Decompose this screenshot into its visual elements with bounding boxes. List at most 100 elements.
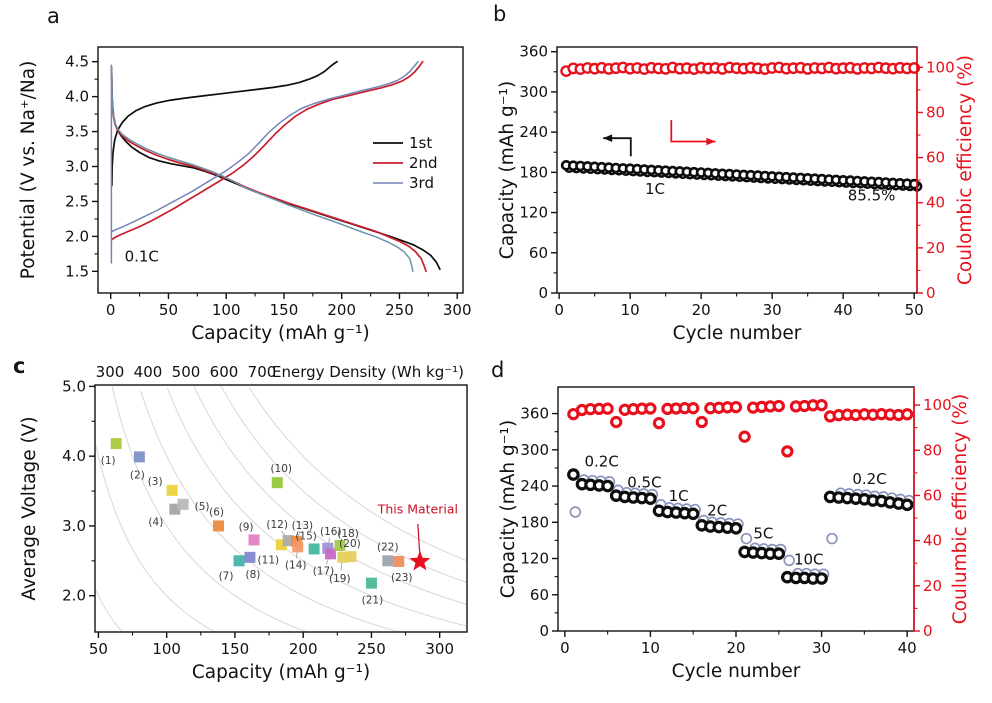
series-coulombic-efficiency bbox=[560, 61, 921, 78]
energy-density-contours bbox=[95, 384, 467, 633]
axis-ticks-and-labels: 0 10 20 30 40 0 60 120 180 240 300 360 0 20 40 60 80 100 bbox=[520, 387, 952, 657]
svg-text:0: 0 bbox=[926, 284, 936, 302]
svg-text:300: 300 bbox=[425, 640, 454, 658]
svg-text:3.5: 3.5 bbox=[65, 123, 89, 141]
panel-label-b: b bbox=[493, 2, 507, 26]
svg-text:30: 30 bbox=[763, 301, 782, 319]
svg-text:3.0: 3.0 bbox=[62, 517, 86, 535]
svg-text:0: 0 bbox=[554, 301, 564, 319]
svg-text:(18): (18) bbox=[337, 528, 359, 540]
svg-text:1st: 1st bbox=[409, 134, 432, 152]
svg-text:400: 400 bbox=[134, 363, 163, 381]
annotation: 0.2C bbox=[852, 470, 886, 488]
svg-text:0: 0 bbox=[538, 284, 548, 302]
svg-text:300: 300 bbox=[443, 301, 472, 319]
svg-text:Energy Density (Wh kg⁻¹): Energy Density (Wh kg⁻¹) bbox=[272, 363, 464, 381]
this-material-star bbox=[409, 550, 431, 571]
svg-text:(5): (5) bbox=[195, 501, 210, 513]
legend: 1st 2nd 3rd bbox=[373, 134, 438, 192]
axis-ticks-and-labels: 0 50 100 150 200 250 300 1.5 2.0 2.5 3.0 3.5 4.0 4.5 bbox=[65, 53, 471, 319]
svg-text:40: 40 bbox=[834, 301, 853, 319]
svg-text:60: 60 bbox=[530, 586, 549, 604]
svg-text:20: 20 bbox=[923, 577, 942, 595]
svg-text:(14): (14) bbox=[285, 559, 307, 571]
svg-text:(20): (20) bbox=[339, 538, 361, 550]
svg-text:300: 300 bbox=[96, 363, 125, 381]
svg-text:20: 20 bbox=[926, 239, 945, 257]
svg-text:200: 200 bbox=[327, 301, 356, 319]
svg-text:100: 100 bbox=[923, 396, 952, 414]
x-axis-title: Capacity (mAh g⁻¹) bbox=[191, 323, 369, 344]
svg-text:120: 120 bbox=[519, 204, 548, 222]
annotation: 5C bbox=[753, 525, 773, 543]
svg-text:4.0: 4.0 bbox=[62, 447, 86, 465]
svg-text:(19): (19) bbox=[329, 573, 351, 585]
svg-text:500: 500 bbox=[172, 363, 201, 381]
y-axis-title: Potential (V vs. Na⁺/Na) bbox=[18, 61, 39, 280]
svg-text:20: 20 bbox=[726, 639, 745, 657]
svg-text:(3): (3) bbox=[148, 476, 163, 488]
series-discharge-capacity bbox=[567, 468, 914, 585]
series-charge-3rd bbox=[110, 60, 419, 233]
annotation: 85.5% bbox=[848, 186, 896, 204]
svg-text:150: 150 bbox=[270, 301, 299, 319]
svg-text:20: 20 bbox=[692, 301, 711, 319]
series-coulombic-efficiency bbox=[567, 398, 914, 458]
svg-text:250: 250 bbox=[357, 640, 386, 658]
svg-text:0: 0 bbox=[539, 622, 549, 640]
y-axis-title: Capacity (mAh g⁻¹) bbox=[498, 420, 519, 598]
annotation: 1C bbox=[669, 487, 689, 505]
svg-text:2.0: 2.0 bbox=[65, 227, 89, 245]
svg-text:0: 0 bbox=[560, 639, 570, 657]
svg-text:40: 40 bbox=[926, 194, 945, 212]
svg-text:0: 0 bbox=[923, 622, 933, 640]
axes-frame bbox=[94, 384, 468, 633]
svg-text:100: 100 bbox=[212, 301, 241, 319]
svg-text:(4): (4) bbox=[148, 517, 163, 529]
svg-text:300: 300 bbox=[520, 441, 549, 459]
svg-text:(16): (16) bbox=[320, 526, 342, 538]
svg-text:2nd: 2nd bbox=[409, 154, 438, 172]
svg-text:250: 250 bbox=[385, 301, 414, 319]
annotation: 10C bbox=[794, 551, 824, 569]
annotation: 0.5C bbox=[627, 473, 661, 491]
panel-label-c: c bbox=[13, 354, 26, 378]
y-axis-title: Capacity (mAh g⁻¹) bbox=[497, 81, 518, 259]
svg-text:(7): (7) bbox=[219, 570, 234, 582]
x-axis-title: Cycle number bbox=[673, 323, 802, 344]
svg-text:40: 40 bbox=[923, 532, 942, 550]
svg-text:60: 60 bbox=[529, 244, 548, 262]
panel-b: 0 10 20 30 40 5006012018024030036002040608010… bbox=[497, 43, 976, 344]
series-discharge-1st bbox=[110, 66, 441, 271]
svg-text:(1): (1) bbox=[101, 455, 116, 467]
svg-text:50: 50 bbox=[905, 301, 924, 319]
svg-text:(15): (15) bbox=[295, 530, 317, 542]
svg-text:100: 100 bbox=[926, 58, 955, 76]
panel-label-a: a bbox=[47, 4, 60, 28]
svg-text:200: 200 bbox=[289, 640, 318, 658]
svg-text:(12): (12) bbox=[266, 519, 288, 531]
svg-text:120: 120 bbox=[520, 550, 549, 568]
svg-text:(10): (10) bbox=[270, 463, 292, 475]
panel-d: 0 10 20 30 40060120180240300360020406080100C… bbox=[498, 386, 971, 682]
series-literature-materials: (1) (2)(3) (4) (5) (6) (7) (8) (9) (10) (11) (12) (… bbox=[101, 438, 413, 607]
svg-text:360: 360 bbox=[520, 405, 549, 423]
svg-text:240: 240 bbox=[520, 477, 549, 495]
annotation: 2C bbox=[707, 502, 727, 520]
series-discharge-3rd bbox=[110, 65, 414, 273]
svg-text:40: 40 bbox=[898, 639, 917, 657]
series-charge-2nd bbox=[110, 60, 424, 241]
svg-text:600: 600 bbox=[210, 363, 239, 381]
svg-text:(21): (21) bbox=[362, 595, 384, 607]
svg-text:(11): (11) bbox=[258, 554, 280, 566]
svg-text:10: 10 bbox=[641, 639, 660, 657]
svg-text:700: 700 bbox=[248, 363, 277, 381]
svg-text:80: 80 bbox=[923, 441, 942, 459]
svg-text:1.5: 1.5 bbox=[65, 262, 89, 280]
y2-axis-title: Coulombic efficiency (%) bbox=[955, 55, 976, 285]
series-discharge-capacity bbox=[560, 160, 920, 190]
svg-text:2.5: 2.5 bbox=[65, 192, 89, 210]
